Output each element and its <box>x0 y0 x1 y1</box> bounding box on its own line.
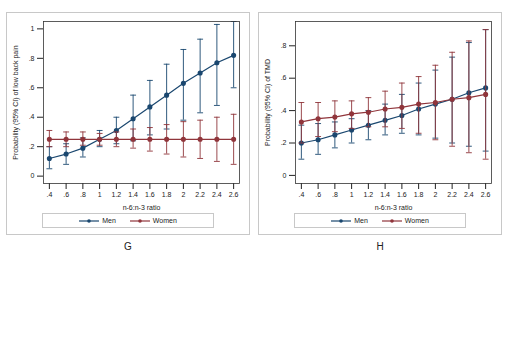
svg-text:.2: .2 <box>281 139 287 146</box>
svg-text:1: 1 <box>31 25 35 32</box>
svg-text:.4: .4 <box>46 191 52 198</box>
svg-text:2.4: 2.4 <box>464 191 474 198</box>
svg-text:1.8: 1.8 <box>162 191 172 198</box>
svg-text:Probability (95% CI) of TMD: Probability (95% CI) of TMD <box>264 59 272 146</box>
svg-text:1: 1 <box>350 191 354 198</box>
svg-text:2.6: 2.6 <box>481 191 491 198</box>
svg-text:2.6: 2.6 <box>229 191 239 198</box>
svg-text:.6: .6 <box>63 191 69 198</box>
svg-text:.8: .8 <box>281 42 287 49</box>
svg-text:2: 2 <box>181 191 185 198</box>
svg-text:0: 0 <box>283 172 287 179</box>
html-text:Men: Men <box>102 217 116 224</box>
html-text:Women: Women <box>404 217 429 224</box>
html-text:G: G <box>124 241 132 252</box>
svg-text:1.6: 1.6 <box>145 191 155 198</box>
svg-text:1.2: 1.2 <box>364 191 374 198</box>
svg-text:.6: .6 <box>281 74 287 81</box>
svg-text:1.8: 1.8 <box>414 191 424 198</box>
svg-text:1.2: 1.2 <box>112 191 122 198</box>
svg-text:2.2: 2.2 <box>195 191 205 198</box>
svg-text:Probability (95% CI) of low ba: Probability (95% CI) of low back pain <box>12 45 20 159</box>
svg-text:2.2: 2.2 <box>447 191 457 198</box>
svg-text:.4: .4 <box>29 113 35 120</box>
html-text:H: H <box>376 241 384 252</box>
svg-text:1.6: 1.6 <box>397 191 407 198</box>
svg-text:1: 1 <box>98 191 102 198</box>
svg-text:.4: .4 <box>298 191 304 198</box>
html-text:Women: Women <box>152 217 177 224</box>
svg-text:1.4: 1.4 <box>128 191 138 198</box>
svg-text:.2: .2 <box>29 143 35 150</box>
svg-text:n-6:n-3 ratio: n-6:n-3 ratio <box>375 204 413 211</box>
svg-text:.8: .8 <box>332 191 338 198</box>
svg-text:2: 2 <box>433 191 437 198</box>
html-text:Men: Men <box>354 217 368 224</box>
svg-text:0: 0 <box>31 172 35 179</box>
svg-text:1.4: 1.4 <box>380 191 390 198</box>
svg-text:.6: .6 <box>315 191 321 198</box>
svg-text:2.4: 2.4 <box>212 191 222 198</box>
svg-text:.8: .8 <box>80 191 86 198</box>
svg-text:.6: .6 <box>29 84 35 91</box>
svg-text:n-6:n-3 ratio: n-6:n-3 ratio <box>123 204 161 211</box>
svg-text:.4: .4 <box>281 107 287 114</box>
svg-text:.8: .8 <box>29 55 35 62</box>
